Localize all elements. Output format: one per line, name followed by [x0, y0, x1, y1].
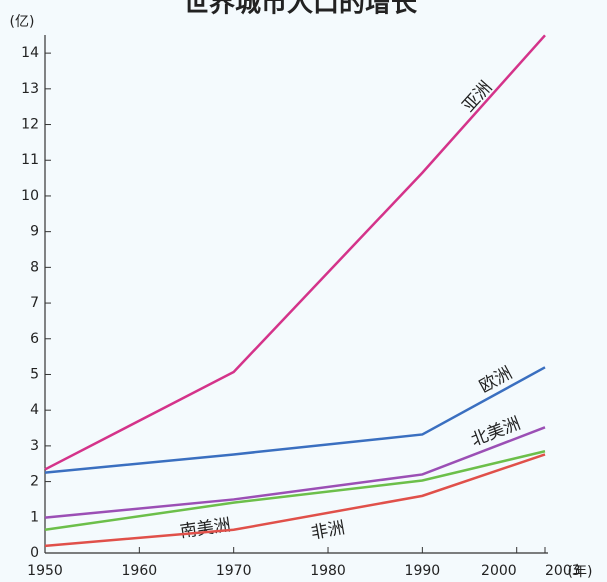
y-tick-label: 13	[21, 81, 39, 97]
y-tick-label: 3	[30, 438, 39, 454]
y-tick-label: 7	[30, 295, 39, 311]
line	[44, 34, 546, 471]
y-tick-label: 10	[21, 188, 39, 204]
x-tick-label: 1980	[310, 563, 346, 579]
y-tick-label: 1	[30, 509, 39, 525]
y-tick-label: 11	[21, 152, 39, 168]
y-tick-label: 5	[30, 366, 39, 382]
y-tick-label: 12	[21, 117, 39, 133]
chart-title: 世界城市人口的增长	[183, 0, 418, 19]
y-axis-label: (亿)	[10, 14, 35, 30]
y-tick-label: 0	[30, 545, 39, 561]
x-tick-label: 1970	[216, 563, 252, 579]
x-tick-label: 2000	[481, 563, 517, 579]
line	[44, 450, 546, 532]
x-tick-label: 2003	[545, 563, 581, 579]
y-tick-label: 8	[30, 259, 39, 275]
y-tick-label: 14	[21, 45, 39, 61]
y-tick-label: 2	[30, 474, 39, 490]
x-tick-label: 1960	[122, 563, 158, 579]
x-axis-label: (年)	[568, 564, 593, 580]
y-tick-label: 4	[30, 402, 39, 418]
y-tick-label: 9	[30, 224, 39, 240]
line	[44, 453, 546, 548]
x-tick-label: 1950	[27, 563, 63, 579]
line	[44, 366, 546, 474]
x-tick-label: 1990	[405, 563, 441, 579]
y-tick-label: 6	[30, 331, 39, 347]
line	[44, 426, 546, 519]
